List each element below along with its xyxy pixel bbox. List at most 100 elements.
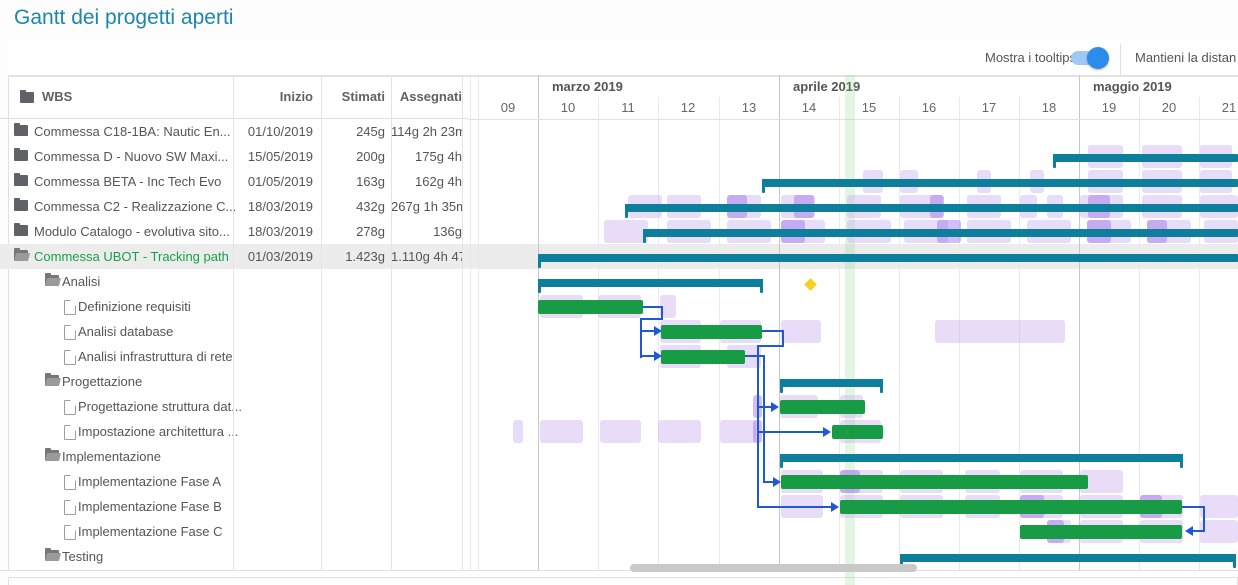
summary-bar[interactable]	[1053, 154, 1238, 168]
dependency-line	[757, 431, 825, 433]
table-row[interactable]: Progettazione struttura dat...	[0, 394, 468, 419]
table-row[interactable]: Implementazione Fase C	[0, 519, 468, 544]
week-label: 14	[801, 100, 817, 115]
start-date	[236, 269, 313, 294]
allocation-block	[658, 420, 701, 443]
task-bar[interactable]	[661, 325, 762, 339]
table-row[interactable]: Implementazione Fase B	[0, 494, 468, 519]
summary-bar[interactable]	[538, 254, 1238, 268]
table-row[interactable]: Analisi infrastruttura di rete	[0, 344, 468, 369]
assigned-days: 162g 4h	[415, 174, 462, 189]
table-row[interactable]: Progettazione	[0, 369, 468, 394]
dependency-line	[640, 318, 642, 358]
estimated-days: 432g	[356, 199, 385, 214]
week-label: 11	[621, 100, 635, 115]
week-gridline	[839, 97, 840, 570]
dependency-arrow-icon	[771, 402, 779, 412]
table-row[interactable]: Analisi	[0, 269, 468, 294]
table-row[interactable]: Impostazione architettura ...	[0, 419, 468, 444]
start-date	[236, 444, 313, 469]
show-tooltips-toggle[interactable]	[1071, 47, 1109, 69]
start-date: 15/05/2019	[247, 149, 313, 164]
bar-end-tab	[780, 454, 783, 468]
dependency-arrow-icon	[823, 427, 831, 437]
table-row[interactable]: Modulo Catalogo - evolutiva sito... 18/03…	[0, 219, 468, 244]
table-row[interactable]: Commessa C18-1BA: Nautic En... 01/10/2019…	[0, 119, 468, 144]
summary-bar[interactable]	[643, 229, 1238, 243]
assigned-days	[391, 469, 462, 494]
summary-bar[interactable]	[780, 454, 1183, 468]
dependency-line	[745, 355, 765, 357]
allocation-block	[604, 220, 648, 243]
dependency-line	[757, 406, 773, 408]
start-date	[236, 344, 313, 369]
toolbar-border	[8, 75, 1238, 76]
task-name: Modulo Catalogo - evolutiva sito...	[34, 224, 230, 239]
estimated-days	[321, 319, 385, 344]
dependency-line	[763, 481, 775, 483]
week-gridline	[478, 97, 479, 570]
estimated-days	[321, 269, 385, 294]
estimated-days	[321, 519, 385, 544]
task-name: Analisi infrastruttura di rete	[78, 349, 233, 364]
task-bar[interactable]	[661, 350, 745, 364]
task-name: Definizione requisiti	[78, 299, 191, 314]
table-row[interactable]: Definizione requisiti	[0, 294, 468, 319]
month-gridline	[538, 75, 539, 570]
week-label: 21	[1221, 100, 1237, 115]
summary-bar[interactable]	[900, 554, 1236, 568]
doc-icon	[64, 425, 76, 440]
dependency-line	[757, 506, 833, 508]
toggle-knob-icon	[1087, 47, 1109, 69]
wbs-header-cell[interactable]: WBS	[20, 75, 72, 119]
folder-closed-icon	[14, 148, 28, 161]
task-name: Commessa UBOT - Tracking path	[34, 249, 229, 264]
folder-open-icon	[45, 273, 59, 286]
week-label: 10	[560, 100, 576, 115]
task-bar[interactable]	[781, 475, 1088, 489]
estimated-days: 163g	[356, 174, 385, 189]
task-name: Analisi	[62, 274, 101, 289]
task-bar[interactable]	[832, 425, 883, 439]
assigned-days	[391, 319, 462, 344]
keep-distance-label[interactable]: Mantieni la distan	[1135, 50, 1237, 65]
summary-bar[interactable]	[625, 204, 1238, 218]
estimated-days: 245g	[356, 124, 385, 139]
month-gridline	[1079, 75, 1080, 570]
table-row[interactable]: Implementazione Fase A	[0, 469, 468, 494]
table-row[interactable]: Commessa BETA - Inc Tech Evo 01/05/2019 16…	[0, 169, 468, 194]
week-label: 20	[1161, 100, 1177, 115]
task-name: Progettazione	[62, 374, 143, 389]
month-label: aprile 2019	[793, 79, 861, 94]
dependency-line	[757, 345, 784, 347]
summary-bar[interactable]	[538, 279, 763, 293]
table-row[interactable]: Commessa UBOT - Tracking path 01/03/2019 1…	[0, 244, 468, 269]
task-name: Commessa C18-1BA: Nautic En...	[34, 124, 231, 139]
table-row[interactable]: Commessa D - Nuovo SW Maxi... 15/05/2019 2…	[0, 144, 468, 169]
task-bar[interactable]	[1020, 525, 1182, 539]
table-row[interactable]: Testing	[0, 544, 468, 569]
start-date: 01/05/2019	[247, 174, 313, 189]
estimated-days	[321, 419, 385, 444]
task-bar[interactable]	[538, 300, 643, 314]
start-date	[236, 469, 313, 494]
estimated-days	[321, 444, 385, 469]
allocation-block	[1080, 470, 1123, 493]
table-row[interactable]: Implementazione	[0, 444, 468, 469]
assigned-header-cell[interactable]: Assegnati	[399, 89, 462, 104]
dependency-line	[640, 318, 663, 320]
table-row[interactable]: Commessa C2 - Realizzazione C... 18/03/20…	[0, 194, 468, 219]
summary-bar[interactable]	[780, 379, 883, 393]
task-bar[interactable]	[840, 500, 1182, 514]
horizontal-scrollbar[interactable]	[630, 564, 917, 572]
start-header-cell[interactable]: Inizio	[279, 89, 313, 104]
task-name: Commessa BETA - Inc Tech Evo	[34, 174, 222, 189]
allocation-block	[513, 420, 523, 443]
start-date	[236, 419, 313, 444]
week-label: 13	[741, 100, 757, 115]
folder-open-icon	[45, 548, 59, 561]
summary-bar[interactable]	[762, 179, 1238, 193]
task-bar[interactable]	[780, 400, 865, 414]
table-row[interactable]: Analisi database	[0, 319, 468, 344]
estimated-header-cell[interactable]: Stimati	[341, 89, 385, 104]
